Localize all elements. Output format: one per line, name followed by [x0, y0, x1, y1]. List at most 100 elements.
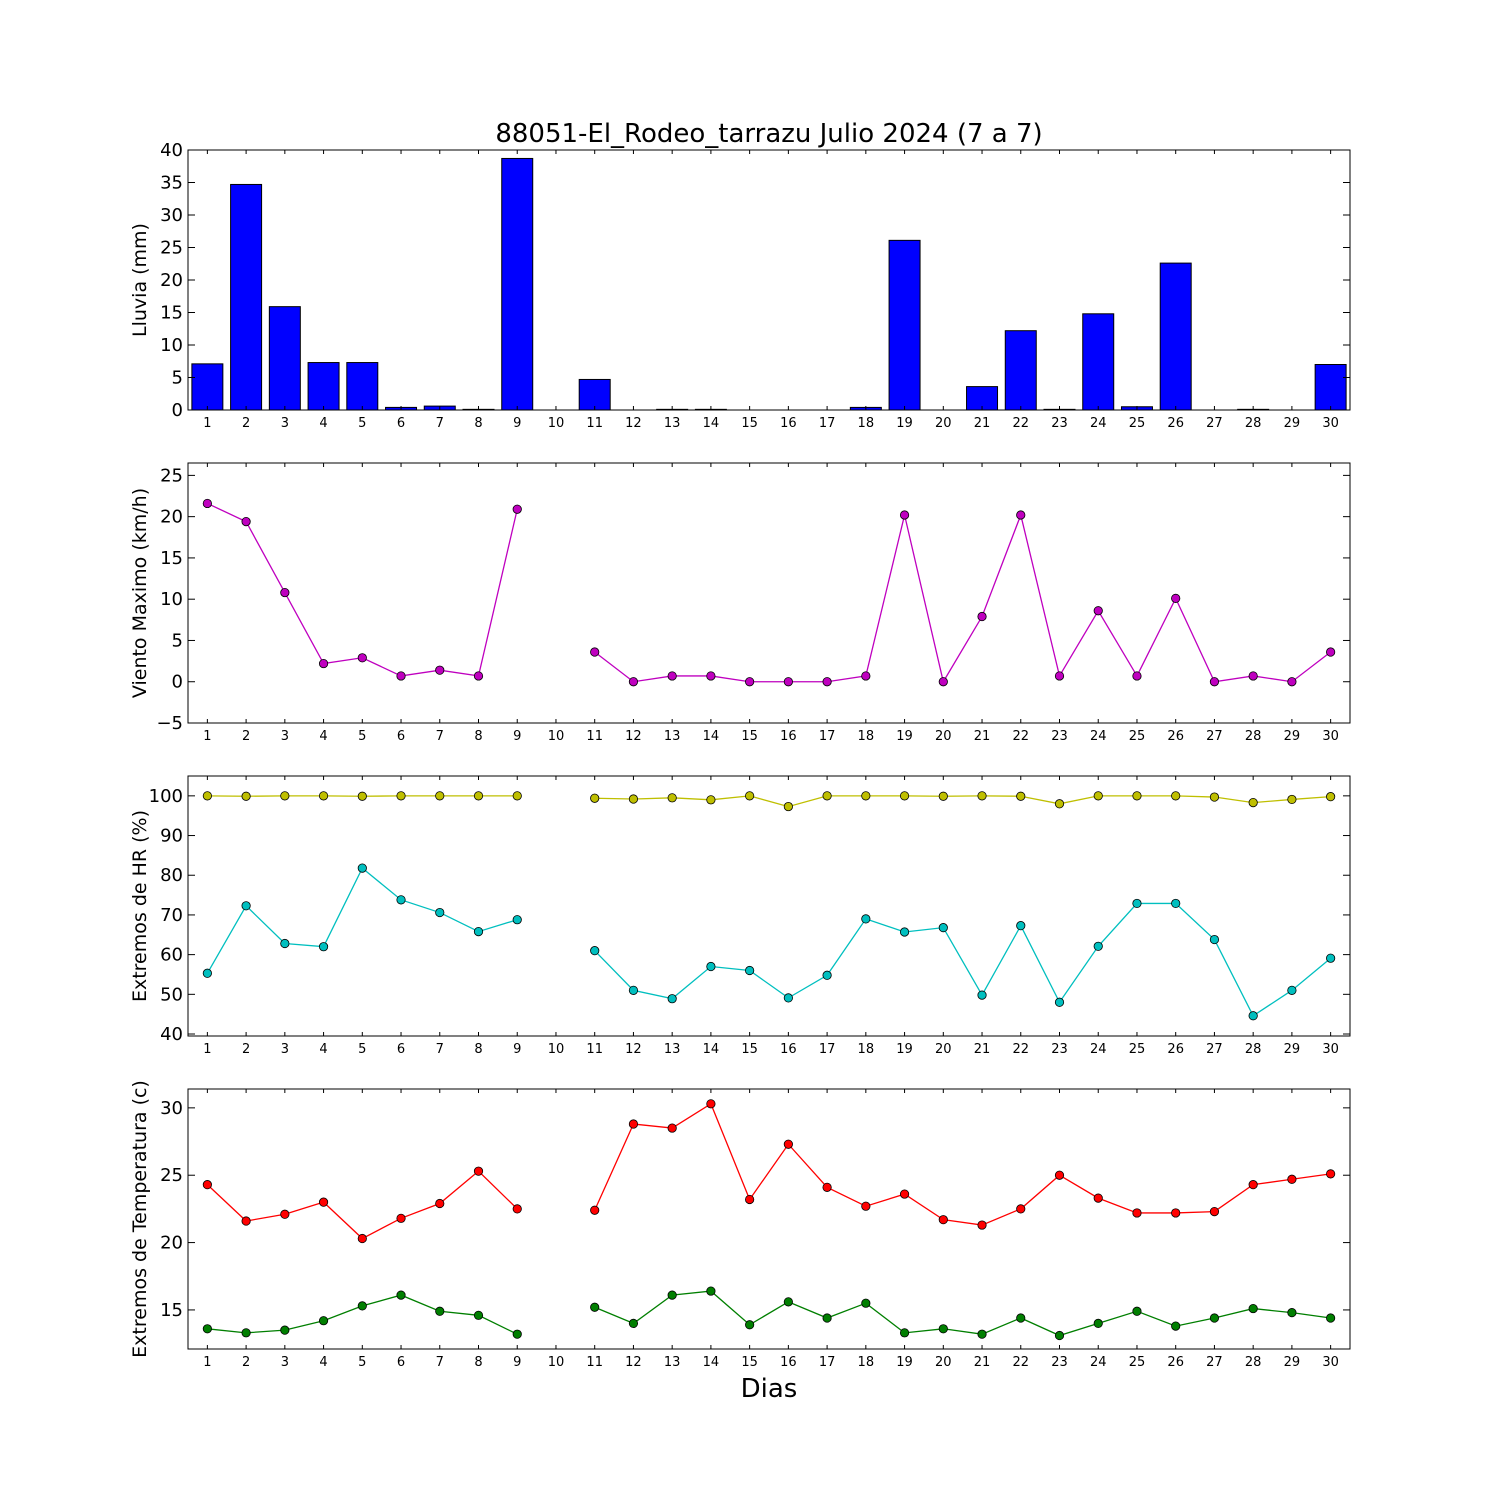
point-day-7: [435, 1306, 445, 1316]
x-tick-label: 18: [858, 1042, 875, 1057]
x-tick-label: 18: [858, 1355, 875, 1370]
y-tick-label: 30: [160, 205, 183, 226]
y-tick-label: −5: [156, 713, 183, 734]
point-day-20: [938, 923, 948, 933]
point-day-3: [280, 938, 290, 949]
point-day-6: [396, 1213, 406, 1223]
point-day-27: [1209, 1206, 1220, 1217]
x-tick-label: 8: [474, 1355, 482, 1370]
point-day-3: [280, 587, 290, 598]
x-tick-label: 14: [703, 1355, 720, 1370]
point-day-29: [1287, 1174, 1297, 1184]
x-tick-label: 9: [513, 416, 521, 431]
point-day-5: [357, 653, 367, 663]
bar-day-30: [1314, 364, 1347, 411]
point-day-17: [822, 677, 832, 687]
chart-panels: 1 2 3 4 5 6 7 8 9 10 11 12 13 14 15 16 17 18 19 20 21 22 23 24 2…: [129, 140, 1351, 1370]
x-tick-label: 1: [203, 1042, 211, 1057]
point-day-2: [241, 791, 251, 801]
x-tick-label: 6: [397, 1042, 405, 1057]
series-line: [594, 512, 1332, 684]
x-tick-label: 26: [1167, 1042, 1184, 1057]
point-day-11: [590, 946, 600, 956]
x-tick-label: 7: [436, 1042, 444, 1057]
x-tick-label: 10: [548, 729, 565, 744]
point-day-24: [1093, 606, 1103, 616]
x-tick-label: 19: [896, 1355, 913, 1370]
y-axis-label: Lluvia (mm): [129, 223, 151, 337]
axes-frame: [187, 775, 1351, 1037]
series-line: [207, 502, 518, 677]
x-tick-label: 20: [935, 1355, 952, 1370]
x-tick-label: 19: [896, 416, 913, 431]
x-tick-label: 8: [474, 729, 482, 744]
y-tick-label: 0: [172, 400, 183, 421]
x-tick-label: 16: [780, 1355, 797, 1370]
x-tick-label: 19: [896, 729, 913, 744]
point-day-13: [667, 1123, 677, 1133]
point-day-13: [667, 994, 677, 1004]
bar-day-26: [1159, 262, 1192, 411]
point-day-7: [435, 1198, 445, 1209]
x-tick-label: 6: [397, 729, 405, 744]
x-tick-label: 13: [664, 1355, 681, 1370]
point-day-3: [280, 1325, 290, 1335]
x-tick-label: 16: [780, 416, 797, 431]
point-day-26: [1171, 1208, 1181, 1218]
x-tick-label: 10: [548, 1355, 565, 1370]
point-day-9: [512, 1204, 522, 1214]
series-line: [206, 867, 518, 974]
x-tick-label: 2: [242, 416, 250, 431]
point-day-16: [783, 1297, 793, 1307]
point-day-20: [938, 677, 948, 687]
x-tick-label: 5: [358, 1355, 366, 1370]
point-day-24: [1093, 941, 1103, 951]
panel-2: 1 2 3 4 5 6 7 8 9 10 11 12 13 14 15 16 17 18 19 20 21 22 23 24 2…: [129, 462, 1351, 744]
axes-frame: [187, 1088, 1351, 1350]
point-day-9: [512, 915, 522, 925]
series-2: [202, 863, 1336, 1021]
point-day-30: [1326, 1169, 1336, 1179]
point-day-2: [241, 517, 251, 527]
x-tick-label: 20: [935, 1042, 952, 1057]
x-tick-label: 21: [974, 416, 991, 431]
panel-3: 1 2 3 4 5 6 7 8 9 10 11 12 13 14 15 16 17 18 19 20 21 22 23 24 2…: [129, 775, 1351, 1057]
point-day-1: [202, 1324, 212, 1334]
x-tick-label: 17: [819, 416, 836, 431]
x-tick-label: 4: [319, 416, 327, 431]
point-day-6: [396, 671, 406, 681]
point-day-26: [1171, 898, 1181, 909]
point-day-9: [512, 791, 522, 801]
x-tick-label: 15: [741, 1355, 758, 1370]
x-tick-label: 23: [1051, 729, 1068, 744]
x-tick-label: 25: [1129, 729, 1146, 744]
x-tick-label: 13: [664, 729, 681, 744]
point-day-2: [241, 901, 251, 911]
point-day-23: [1054, 1330, 1065, 1341]
point-day-15: [745, 791, 755, 801]
point-day-22: [1016, 1313, 1026, 1323]
point-day-13: [667, 671, 677, 681]
y-tick-label: 30: [160, 1098, 183, 1119]
y-tick-label: 90: [160, 826, 183, 847]
y-tick-label: 10: [160, 589, 183, 610]
x-tick-label: 12: [625, 1042, 642, 1057]
point-day-19: [899, 927, 910, 937]
x-tick-label: 28: [1245, 1042, 1262, 1057]
point-day-21: [977, 990, 987, 1000]
point-day-12: [628, 677, 639, 687]
x-tick-label: 24: [1090, 416, 1107, 431]
point-day-15: [745, 1194, 755, 1205]
point-day-24: [1093, 1318, 1103, 1329]
point-day-18: [861, 671, 871, 681]
x-tick-label: 29: [1284, 729, 1301, 744]
x-tick-label: 27: [1206, 1355, 1223, 1370]
point-day-24: [1093, 1193, 1103, 1203]
point-day-17: [822, 1182, 832, 1192]
x-tick-label: 28: [1245, 729, 1262, 744]
point-day-8: [473, 927, 484, 937]
x-tick-label: 26: [1167, 1355, 1184, 1370]
x-tick-label: 1: [203, 1355, 211, 1370]
series-line: [206, 1170, 518, 1240]
point-day-28: [1248, 671, 1258, 681]
